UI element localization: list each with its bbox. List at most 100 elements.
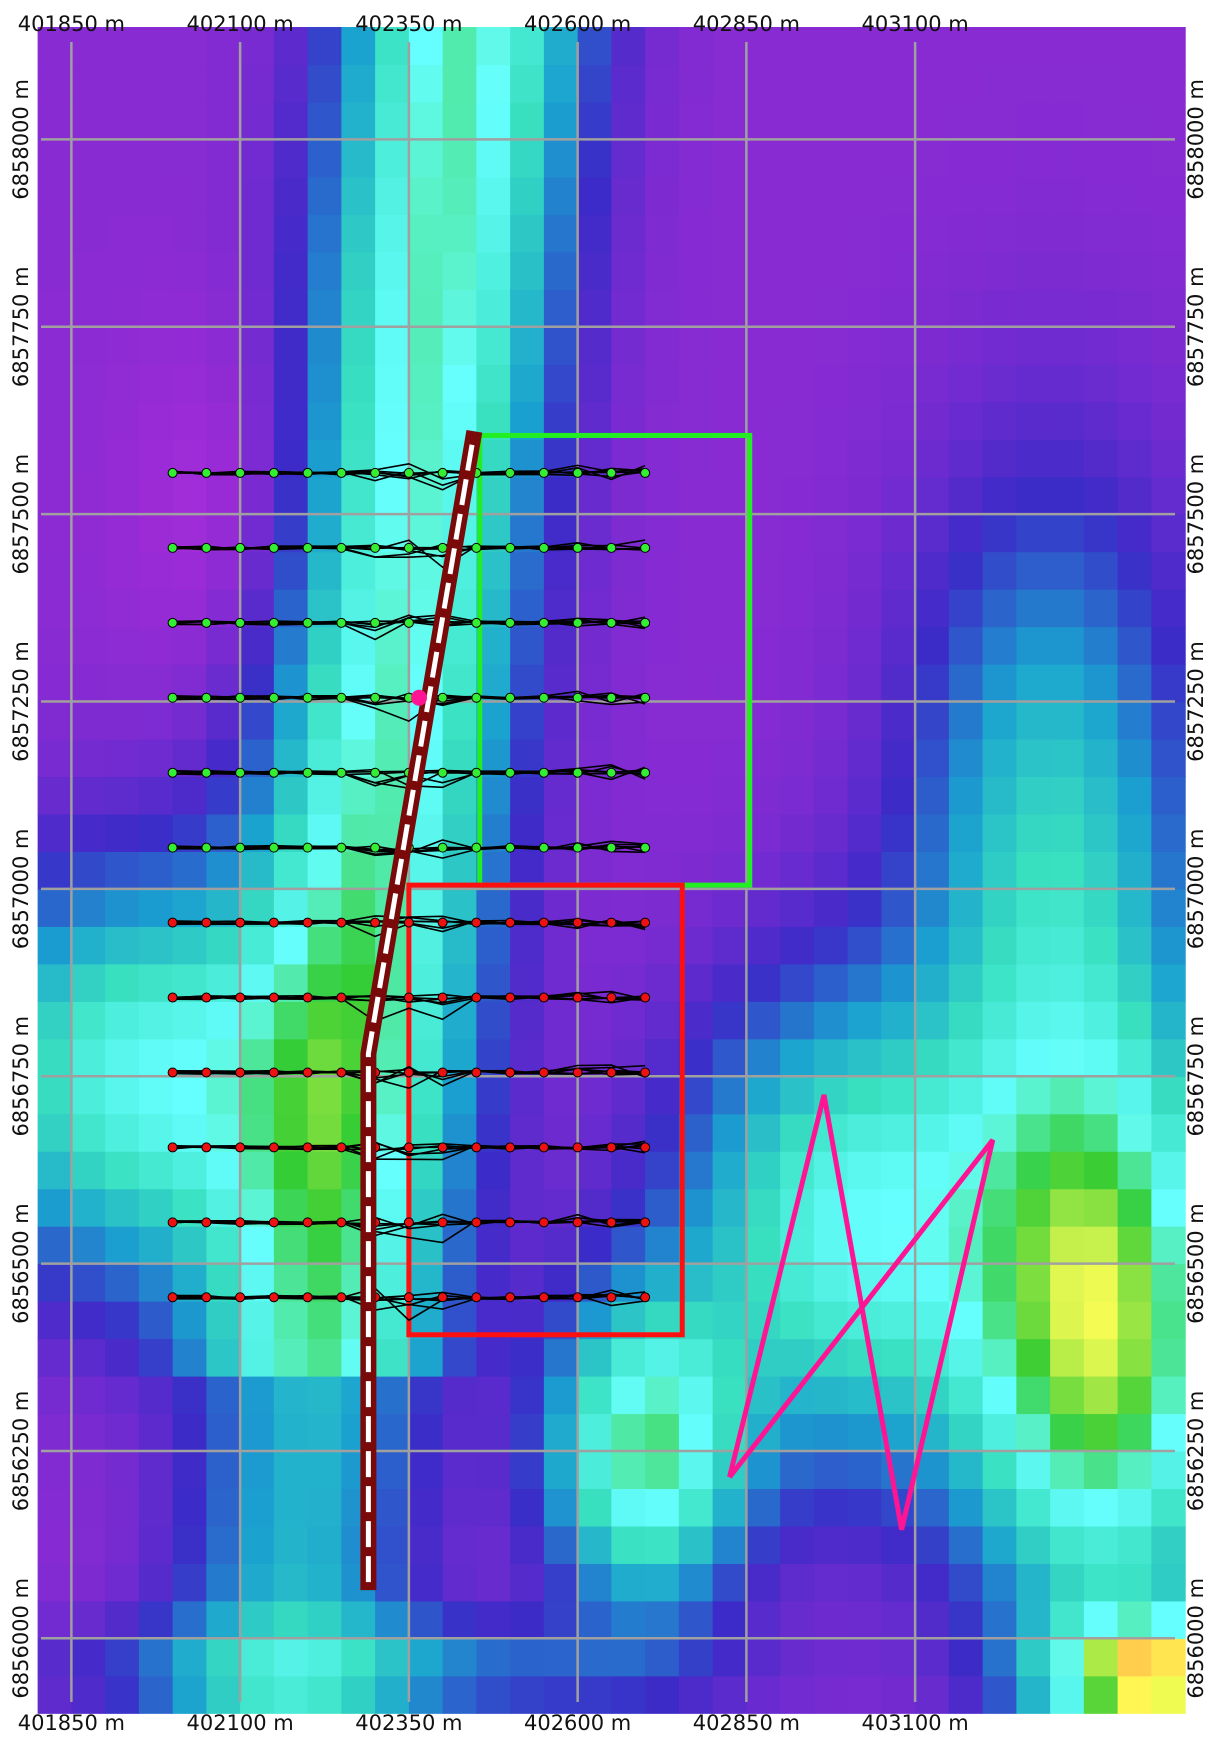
station-point — [201, 1292, 212, 1303]
station-point — [336, 917, 347, 928]
green-station-line — [167, 614, 651, 641]
profile-line — [172, 1064, 646, 1087]
station-point — [336, 1217, 347, 1228]
station-point — [640, 542, 651, 553]
station-point — [505, 767, 516, 778]
station-point — [572, 1067, 583, 1078]
station-point — [302, 1292, 313, 1303]
station-point — [268, 767, 279, 778]
station-point — [336, 992, 347, 1003]
station-point — [538, 917, 549, 928]
station-point — [302, 617, 313, 628]
y-tick-label-right: 6858000 m — [1184, 79, 1208, 200]
x-tick-label-top: 403100 m — [861, 12, 968, 36]
station-point — [403, 542, 414, 553]
station-point — [201, 467, 212, 478]
station-point — [201, 917, 212, 928]
x-tick-label-top: 402350 m — [355, 12, 462, 36]
station-point — [235, 842, 246, 853]
station-point — [167, 542, 178, 553]
station-point — [606, 842, 617, 853]
station-point — [505, 917, 516, 928]
station-point — [538, 1142, 549, 1153]
station-point — [235, 617, 246, 628]
station-point — [538, 992, 549, 1003]
station-point — [538, 542, 549, 553]
station-point — [167, 1292, 178, 1303]
station-point — [437, 842, 448, 853]
station-point — [201, 992, 212, 1003]
station-point — [167, 917, 178, 928]
station-point — [403, 917, 414, 928]
y-tick-label-left: 6858000 m — [9, 79, 33, 200]
station-point — [471, 1142, 482, 1153]
y-tick-label-right: 6856250 m — [1184, 1391, 1208, 1512]
station-point — [538, 1292, 549, 1303]
station-point — [235, 1292, 246, 1303]
station-point — [370, 842, 381, 853]
x-tick-label-bottom: 402100 m — [186, 1711, 293, 1735]
x-tick-label-top: 402600 m — [524, 12, 631, 36]
y-tick-label-right: 6857750 m — [1184, 266, 1208, 387]
traverse-dash — [365, 438, 476, 1583]
station-point — [336, 842, 347, 853]
station-point — [201, 692, 212, 703]
station-point — [302, 542, 313, 553]
station-point — [167, 467, 178, 478]
y-tick-label-left: 6857250 m — [9, 641, 33, 762]
station-point — [268, 1142, 279, 1153]
station-point — [505, 842, 516, 853]
station-point — [471, 767, 482, 778]
red-station-line — [167, 990, 651, 1022]
station-point — [572, 1292, 583, 1303]
station-point — [640, 1142, 651, 1153]
station-point — [268, 467, 279, 478]
station-point — [302, 1142, 313, 1153]
station-point — [606, 917, 617, 928]
station-point — [370, 692, 381, 703]
station-point — [606, 467, 617, 478]
red-survey-box — [406, 882, 685, 1338]
station-point — [235, 542, 246, 553]
red-station-line — [167, 1064, 651, 1090]
station-point — [572, 767, 583, 778]
station-point — [640, 467, 651, 478]
station-point — [538, 1067, 549, 1078]
station-point — [572, 692, 583, 703]
station-point — [403, 617, 414, 628]
x-tick-label-top: 401850 m — [18, 12, 125, 36]
station-point — [640, 1217, 651, 1228]
y-tick-label-left: 6856000 m — [9, 1578, 33, 1699]
station-point — [437, 1217, 448, 1228]
station-point — [471, 842, 482, 853]
station-point — [403, 1142, 414, 1153]
y-tick-label-right: 6857250 m — [1184, 641, 1208, 762]
station-point — [268, 992, 279, 1003]
station-point — [606, 1142, 617, 1153]
station-point — [235, 1142, 246, 1153]
profile-line — [172, 692, 646, 723]
y-tick-label-right: 6857500 m — [1184, 454, 1208, 575]
station-point — [640, 842, 651, 853]
station-point — [505, 692, 516, 703]
station-point — [235, 917, 246, 928]
x-tick-label-bottom: 403100 m — [861, 1711, 968, 1735]
station-point — [606, 692, 617, 703]
green-station-line — [167, 539, 651, 569]
y-tick-label-right: 6856000 m — [1184, 1578, 1208, 1699]
x-tick-label-bottom: 401850 m — [18, 1711, 125, 1735]
station-point — [606, 992, 617, 1003]
station-point — [235, 1067, 246, 1078]
station-point — [268, 617, 279, 628]
profile-line — [172, 1213, 646, 1244]
station-point — [167, 1142, 178, 1153]
station-point — [403, 1292, 414, 1303]
station-point — [336, 467, 347, 478]
station-point — [437, 1067, 448, 1078]
x-tick-label-top: 402100 m — [186, 12, 293, 36]
station-point — [268, 542, 279, 553]
station-point — [370, 617, 381, 628]
station-point — [437, 467, 448, 478]
station-point — [606, 1292, 617, 1303]
